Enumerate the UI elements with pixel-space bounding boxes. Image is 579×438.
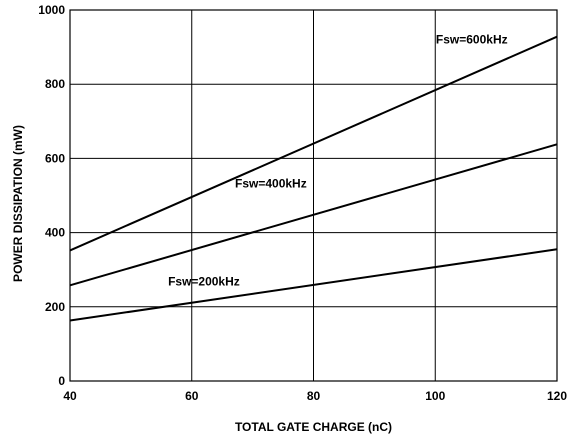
x-tick-label: 120 <box>547 389 567 403</box>
x-tick-label: 80 <box>307 389 321 403</box>
series-line <box>69 248 558 322</box>
y-tick-label: 0 <box>58 374 65 388</box>
x-tick-label: 60 <box>185 389 199 403</box>
x-tick-label: 40 <box>63 389 77 403</box>
y-tick-label: 1000 <box>38 3 65 17</box>
x-axis-title: TOTAL GATE CHARGE (nC) <box>235 420 392 434</box>
series-label: Fsw=400kHz <box>235 176 307 190</box>
series-label: Fsw=200kHz <box>168 275 240 289</box>
grid <box>70 10 557 381</box>
y-tick-label: 600 <box>45 151 65 165</box>
plot-frame <box>69 9 558 382</box>
x-tick-label: 100 <box>425 389 445 403</box>
y-axis-title: POWER DISSIPATION (mW) <box>11 125 25 282</box>
series-label: Fsw=600kHz <box>436 33 508 47</box>
y-axis-ticks: 0 200 400 600 800 1000 <box>38 3 65 388</box>
series-line <box>69 35 558 252</box>
series-labels: Fsw=600kHz Fsw=400kHz Fsw=200kHz <box>168 33 508 289</box>
series-line <box>69 143 558 287</box>
y-tick-label: 400 <box>45 226 65 240</box>
series-lines <box>69 35 558 322</box>
x-axis-ticks: 40 60 80 100 120 <box>63 389 567 403</box>
y-tick-label: 800 <box>45 77 65 91</box>
y-tick-label: 200 <box>45 300 65 314</box>
